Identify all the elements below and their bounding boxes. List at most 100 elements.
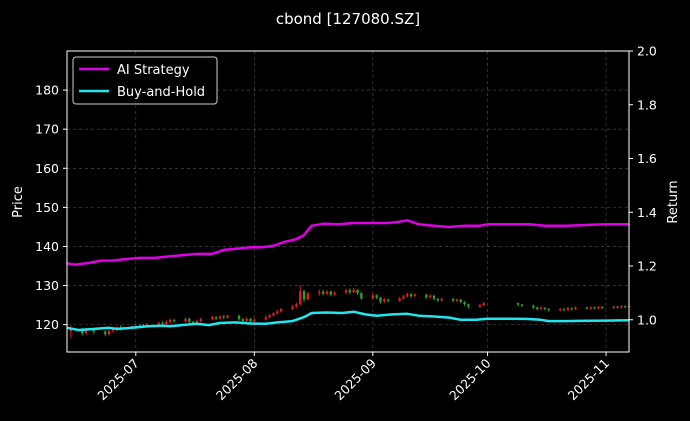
plot-frame: [66, 50, 630, 353]
tick-label-right: 1.4: [637, 205, 657, 220]
candle-body: [379, 297, 382, 302]
candle-body: [459, 299, 462, 302]
candle-body: [276, 311, 279, 314]
return-lines: [66, 219, 630, 332]
candle-body: [386, 299, 390, 301]
candle-body: [352, 289, 355, 293]
candle-body: [214, 317, 218, 319]
tick-label-left: 180: [35, 83, 59, 98]
left-axis-ticks: 120 130 140 150 160 170 180: [35, 83, 67, 332]
candle-body: [188, 318, 191, 322]
candle-body: [299, 291, 302, 305]
candle-body: [593, 307, 596, 309]
candle-body: [218, 316, 222, 319]
candle-body: [566, 308, 570, 310]
candle-body: [413, 294, 417, 297]
candle-body: [344, 290, 348, 293]
candle-body: [623, 306, 627, 308]
legend-label-buy-and-hold: Buy-and-Hold: [117, 85, 205, 100]
candle-body: [348, 290, 352, 293]
candle-body: [295, 304, 298, 307]
grid-lines: [67, 51, 629, 352]
tick-label-left: 160: [35, 161, 59, 176]
candle-body: [157, 323, 160, 326]
candle-body: [111, 329, 115, 331]
candle-body: [360, 292, 363, 299]
chart-title: cbond [127080.SZ]: [276, 10, 420, 28]
candle-body: [279, 309, 283, 312]
candle-body: [536, 307, 539, 309]
candle-body: [574, 307, 577, 309]
candle-body: [226, 315, 229, 318]
candle-body: [463, 301, 466, 305]
candle-body: [169, 319, 172, 322]
candle-body: [398, 298, 401, 301]
candle-body: [570, 308, 573, 310]
legend: AI Strategy Buy-and-Hold: [72, 56, 218, 105]
tick-label-right: 1.8: [637, 97, 657, 112]
candle-body: [329, 291, 332, 295]
tick-label-right: 1.2: [637, 259, 657, 274]
candle-body: [620, 306, 623, 308]
candle-body: [81, 330, 84, 334]
candle-body: [321, 291, 325, 294]
tick-label-left: 170: [35, 122, 59, 137]
candle-body: [107, 330, 111, 335]
candle-body: [371, 295, 375, 299]
right-axis-label: Return: [666, 180, 681, 223]
candle-body: [425, 294, 428, 298]
right-axis-ticks: 1.0 1.2 1.4 1.6 1.8 2.0: [629, 44, 657, 327]
candle-body: [241, 319, 245, 322]
candle-body: [237, 315, 241, 320]
series-line-buy-and-hold: [66, 310, 630, 332]
candle-body: [333, 292, 336, 295]
candle-body: [562, 309, 566, 310]
tick-label-x: 2025-09: [331, 355, 379, 403]
candle-body: [291, 306, 294, 309]
candle-body: [199, 319, 203, 322]
left-axis-label: Price: [11, 186, 26, 218]
candle-body: [467, 304, 470, 307]
candle-body: [547, 309, 550, 311]
candle-body: [543, 307, 547, 309]
candle-body: [558, 309, 562, 311]
candle-body: [440, 298, 443, 301]
candle-body: [302, 291, 306, 300]
candle-body: [520, 304, 524, 306]
candle-body: [601, 307, 604, 309]
candle-body: [406, 294, 409, 297]
candle-body: [451, 298, 455, 301]
candle-body: [211, 317, 214, 320]
candle-body: [532, 305, 535, 308]
candle-body: [172, 319, 176, 322]
candle-body: [516, 303, 520, 305]
tick-label-x: 2025-11: [565, 356, 613, 404]
candle-body: [409, 294, 413, 297]
candle-body: [455, 299, 459, 301]
candle-body: [253, 319, 256, 322]
candle-body: [92, 329, 95, 332]
candle-body: [597, 307, 600, 309]
candle-body: [436, 298, 440, 301]
tick-label-right: 1.0: [637, 312, 657, 327]
tick-label-x: 2025-10: [446, 355, 494, 403]
tick-label-left: 130: [35, 278, 59, 293]
candle-body: [589, 307, 592, 309]
candle-body: [84, 329, 88, 334]
tick-label-left: 150: [35, 200, 59, 215]
tick-label-left: 120: [35, 317, 59, 332]
candle-body: [428, 295, 432, 298]
legend-label-ai-strategy: AI Strategy: [117, 63, 190, 78]
candle-body: [264, 317, 268, 320]
candle-body: [222, 316, 225, 318]
candle-body: [165, 321, 168, 325]
tick-label-x: 2025-07: [94, 356, 142, 404]
x-axis-ticks: 2025-07 2025-08 2025-09 2025-10 2025-11: [94, 352, 612, 403]
candle-body: [356, 289, 359, 293]
series-line-ai-strategy: [66, 219, 629, 266]
candle-body: [249, 318, 252, 322]
candle-body: [318, 291, 321, 294]
tick-label-left: 140: [35, 239, 59, 254]
candle-body: [612, 306, 615, 308]
